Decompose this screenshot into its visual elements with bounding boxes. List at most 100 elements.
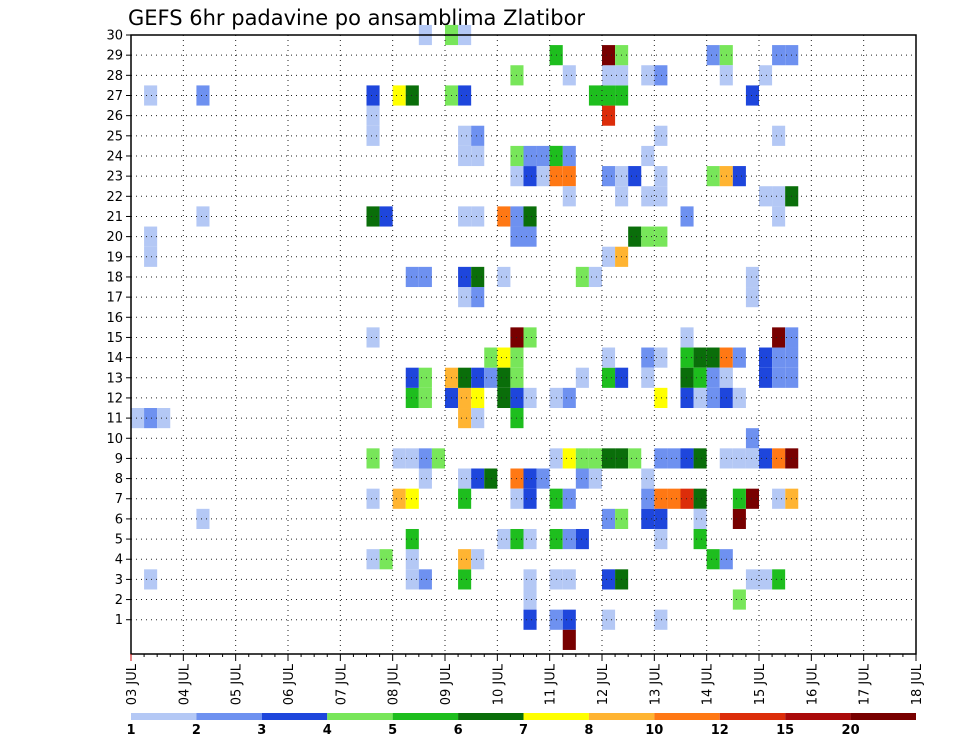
heatmap-cell (680, 367, 694, 388)
heatmap-cell (641, 145, 655, 167)
y-tick-label: 12 (106, 391, 123, 406)
heatmap-cell (693, 347, 707, 368)
y-tick-label: 6 (115, 512, 123, 527)
colorbar-label: 1 (126, 723, 135, 738)
heatmap-cell (458, 488, 472, 509)
y-tick-label: 1 (115, 613, 123, 628)
heatmap-cell (497, 367, 511, 388)
heatmap-cell (471, 287, 485, 308)
colorbar-label: 12 (711, 723, 729, 738)
x-tick-label: 12 JUL (596, 663, 611, 705)
heatmap-cell (366, 488, 380, 509)
heatmap-cell (196, 206, 210, 227)
heatmap-cell (693, 367, 707, 388)
heatmap-cell (732, 166, 746, 187)
heatmap-cell (772, 488, 786, 509)
y-tick-label: 27 (106, 89, 123, 104)
y-tick-label: 9 (115, 452, 123, 467)
heatmap-cell (732, 508, 746, 529)
heatmap-cell (693, 508, 707, 529)
heatmap-cell (497, 387, 511, 409)
x-tick-label: 07 JUL (334, 663, 349, 705)
heatmap-cell (602, 448, 616, 469)
y-tick-label: 24 (106, 149, 123, 164)
heatmap-cell (497, 206, 511, 227)
heatmap-cell (759, 186, 773, 207)
y-tick-label: 8 (115, 472, 123, 487)
cells-layer (131, 24, 799, 650)
y-tick-label: 17 (106, 291, 123, 306)
heatmap-cell (602, 347, 616, 368)
heatmap-cell (418, 367, 432, 388)
heatmap-cell (732, 347, 746, 368)
y-tick-label: 5 (115, 533, 123, 548)
heatmap-cell (562, 65, 576, 86)
heatmap-cell (562, 609, 576, 630)
heatmap-cell (772, 327, 786, 348)
heatmap-cell (458, 145, 472, 167)
y-tick-label: 13 (106, 371, 123, 386)
colorbar-label: 15 (776, 723, 794, 738)
y-tick-label: 2 (115, 593, 123, 608)
heatmap-cell (706, 45, 720, 66)
heatmap-cell (405, 549, 419, 570)
heatmap-cell (562, 629, 576, 650)
heatmap-cell (680, 206, 694, 227)
heatmap-cell (392, 85, 406, 106)
heatmap-cell (706, 387, 720, 409)
x-tick-label: 05 JUL (230, 663, 245, 705)
heatmap-cell (628, 226, 642, 247)
heatmap-cell (745, 85, 759, 106)
y-tick-label: 11 (106, 412, 123, 427)
y-tick-label: 20 (106, 230, 123, 245)
heatmap-cell (654, 448, 668, 469)
heatmap-cell (458, 549, 472, 570)
colorbar-swatch (131, 713, 197, 720)
heatmap-cell (405, 266, 419, 288)
x-tick-label: 18 JUL (910, 663, 925, 705)
heatmap-cell (523, 166, 537, 187)
y-tick-label: 16 (106, 311, 123, 326)
y-tick-label: 3 (115, 573, 123, 588)
heatmap-cell (602, 508, 616, 529)
heatmap-cell (471, 206, 485, 227)
y-tick-label: 30 (106, 29, 123, 44)
heatmap-cell (418, 266, 432, 288)
heatmap-cell (654, 125, 668, 146)
heatmap-cell (706, 347, 720, 368)
heatmap-cell (588, 448, 602, 469)
heatmap-cell (131, 408, 145, 429)
heatmap-cell (602, 45, 616, 66)
x-axis: 03 JUL 04 JUL 05 JUL 06 JUL 07 JUL 08 JUL 09 J… (125, 654, 925, 705)
chart-title: GEFS 6hr padavine po ansamblima Zlatibor (128, 6, 586, 30)
heatmap-cell (536, 468, 550, 489)
heatmap-cell (772, 125, 786, 146)
heatmap-cell (471, 408, 485, 429)
heatmap-cell (523, 488, 537, 509)
heatmap-cell (602, 246, 616, 267)
heatmap-cell (144, 246, 158, 267)
heatmap-cell (654, 186, 668, 207)
heatmap-cell (772, 448, 786, 469)
heatmap-cell (366, 327, 380, 348)
heatmap-cell (602, 367, 616, 388)
heatmap-cell (366, 206, 380, 227)
heatmap-cell (693, 528, 707, 550)
heatmap-cell (745, 488, 759, 509)
heatmap-cell (588, 468, 602, 489)
heatmap-cell (732, 387, 746, 409)
heatmap-cell (772, 45, 786, 66)
y-tick-label: 23 (106, 170, 123, 185)
colorbar-swatch (654, 713, 720, 720)
heatmap-cell (458, 408, 472, 429)
heatmap-cell (745, 266, 759, 288)
heatmap-cell (458, 367, 472, 388)
heatmap-cell (680, 387, 694, 409)
heatmap-cell (392, 448, 406, 469)
x-tick-label: 03 JUL (125, 663, 140, 705)
heatmap-cell (523, 589, 537, 610)
x-tick-label: 06 JUL (282, 663, 297, 705)
heatmap-cell (536, 166, 550, 187)
heatmap-cell (654, 609, 668, 630)
x-tick-label: 10 JUL (491, 663, 506, 705)
